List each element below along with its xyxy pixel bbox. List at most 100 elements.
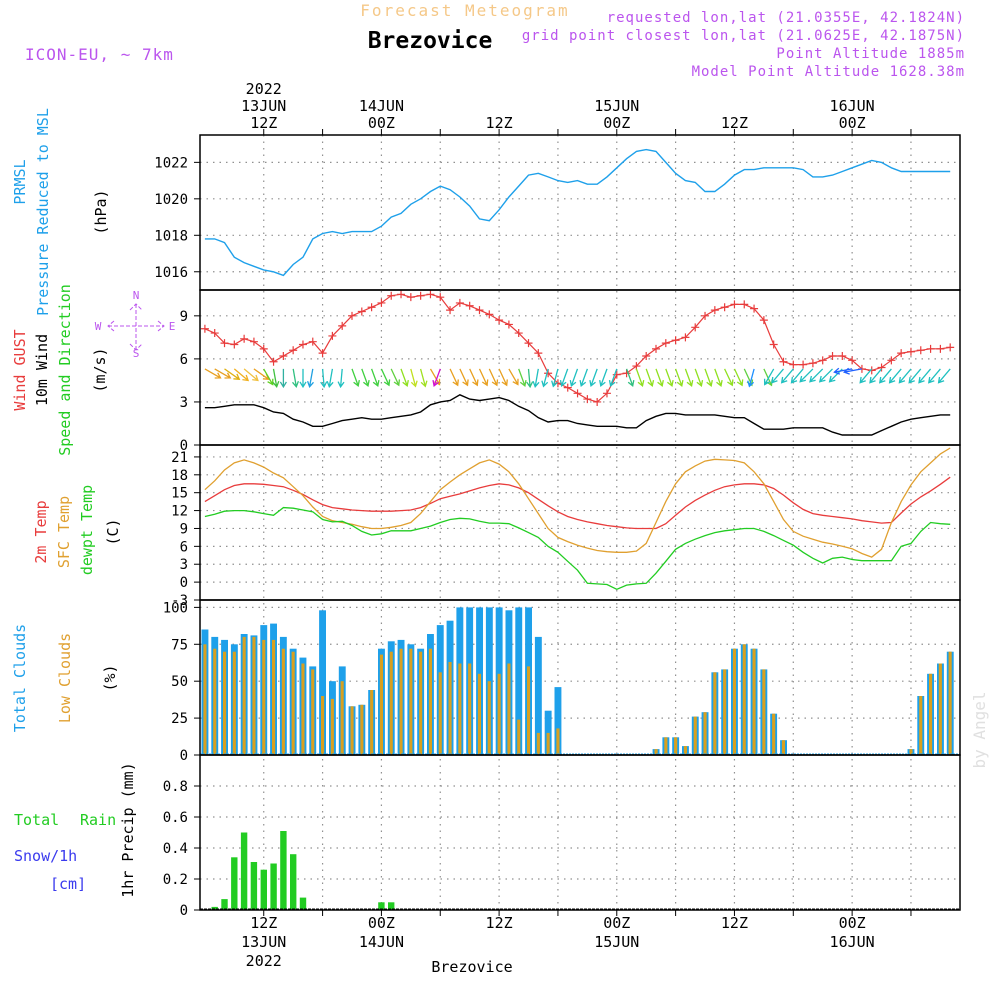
gust-marker	[465, 301, 474, 310]
gust-marker	[750, 304, 759, 313]
rain-bar	[388, 902, 395, 911]
wind-direction-arrow	[337, 368, 345, 389]
wind-direction-arrow	[224, 368, 241, 381]
low-cloud-bar	[683, 746, 687, 755]
y-tick-label: 75	[171, 637, 188, 653]
wind-direction-arrow	[780, 368, 794, 384]
gust-marker	[200, 324, 209, 333]
wind-direction-arrow	[635, 368, 645, 387]
gust-marker	[602, 389, 611, 398]
gust-marker	[298, 340, 307, 349]
wind-direction-arrow	[694, 368, 704, 387]
wind-direction-arrow	[400, 368, 409, 387]
low-cloud-bar	[262, 639, 266, 755]
low-cloud-bar	[654, 749, 658, 755]
low-cloud-bar	[438, 672, 442, 755]
temperature-panel: -3 0 3 6 912 15 18 21	[171, 447, 960, 609]
low-cloud-bar	[487, 681, 491, 755]
footer-location: Brezovice	[431, 958, 512, 976]
pressure-panel: 1016 1018 1020 1022	[154, 148, 960, 281]
top-time-label: 00Z	[839, 114, 866, 132]
gust-marker	[897, 349, 906, 358]
wind-direction-arrow	[733, 368, 744, 387]
precip-snow-label: Snow/1h	[14, 847, 77, 865]
bottom-time-label: 12Z	[721, 914, 748, 932]
wind-direction-arrow	[869, 368, 882, 384]
top-time-label: 13JUN	[241, 97, 286, 115]
y-tick-label: 25	[171, 711, 188, 727]
precip-total-label: Total	[14, 811, 59, 829]
total-cloud-bar	[534, 636, 542, 755]
low-cloud-bar	[330, 698, 334, 755]
wind-direction-arrow	[859, 368, 873, 384]
pressure-unit: (hPa)	[92, 189, 110, 234]
gust-marker	[652, 344, 660, 353]
temp-sfc-label: SFC Temp	[55, 496, 73, 568]
rain-bar	[290, 854, 297, 910]
low-cloud-bar	[919, 696, 923, 755]
rain-bar	[250, 862, 258, 910]
wind-direction-arrow	[326, 368, 334, 388]
precip-snow-unit: [cm]	[50, 875, 86, 893]
y-tick-label: 1016	[154, 265, 188, 281]
bottom-time-label: 00Z	[839, 914, 866, 932]
wind-direction-arrow	[559, 368, 569, 387]
wind-direction-arrow	[589, 368, 598, 387]
wind-direction-arrow	[724, 368, 734, 387]
y-tick-label: 0.8	[163, 779, 188, 795]
compass-south: S	[133, 347, 140, 360]
gust-marker	[230, 340, 239, 349]
wind-direction-arrow	[204, 368, 222, 379]
top-time-label: 00Z	[603, 114, 630, 132]
wind-direction-arrow	[763, 368, 775, 386]
temp-2m-line	[204, 476, 951, 530]
gust-marker	[289, 346, 298, 355]
gust-marker	[642, 352, 651, 361]
wind-direction-arrow	[263, 368, 274, 386]
wind-direction-arrow	[645, 368, 655, 387]
gust-marker	[446, 306, 455, 315]
gust-marker	[504, 320, 513, 329]
panel-frame	[199, 444, 961, 601]
wind-direction-arrow	[526, 368, 534, 389]
y-tick-label: 0	[180, 748, 188, 764]
gust-marker	[249, 337, 258, 346]
gust-marker	[338, 321, 347, 330]
gust-marker	[269, 357, 278, 366]
y-tick-label: 18	[171, 468, 188, 484]
wind-direction-arrow	[306, 368, 314, 388]
gust-marker	[789, 360, 798, 369]
gust-marker	[877, 363, 886, 372]
low-cloud-bar	[713, 672, 717, 755]
gust-marker	[406, 293, 415, 302]
wind-direction-arrow	[625, 368, 635, 387]
gust-marker	[661, 339, 670, 348]
low-cloud-bar	[399, 648, 403, 755]
low-cloud-bar	[674, 737, 678, 755]
gust-marker	[632, 362, 641, 371]
low-cloud-bar	[497, 673, 501, 755]
wind-direction-arrow	[918, 368, 932, 384]
gust-marker	[240, 334, 249, 343]
rain-bar	[280, 831, 287, 910]
wind-direction-arrow	[551, 368, 559, 388]
wind-direction-arrow	[478, 368, 489, 387]
low-cloud-bar	[379, 654, 383, 755]
low-cloud-bar	[203, 644, 207, 755]
wind-speed-direction-label: Speed and Direction	[56, 284, 74, 456]
compass-north: N	[133, 289, 140, 302]
temp-2m-label: 2m Temp	[32, 500, 50, 563]
clouds-unit: (%)	[101, 664, 119, 691]
gust-marker	[397, 290, 406, 299]
wind-gust-line	[204, 293, 951, 403]
wind-direction-arrow	[390, 368, 401, 387]
y-tick-label: -3	[171, 593, 188, 609]
gust-marker	[759, 316, 768, 325]
wind-direction-arrow	[684, 368, 694, 387]
bottom-time-label: 13JUN	[241, 933, 286, 951]
gust-marker	[730, 300, 739, 309]
wind-direction-arrow	[771, 368, 784, 384]
gust-marker	[906, 347, 915, 356]
